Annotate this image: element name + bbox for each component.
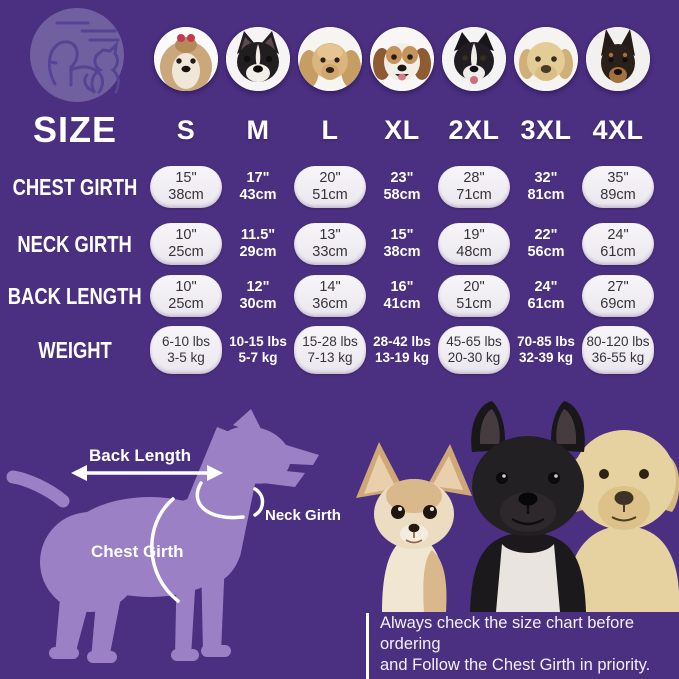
cell-weight-2xl: 45-65 lbs 20-30 kg — [438, 326, 510, 374]
row-label-weight: WEIGHT — [38, 336, 112, 363]
cell-chest-m: 17" 43cm — [239, 170, 277, 203]
cell-back-xl: 16" 41cm — [383, 279, 421, 312]
neck-girth-line-end — [253, 487, 265, 517]
shih-tzu-photo — [154, 27, 218, 91]
neck-girth-label: Neck Girth — [265, 507, 341, 524]
size-col-m: M — [246, 114, 270, 145]
neck-girth-line — [195, 481, 245, 520]
note-line-3: Recommend for Small to Large Breeds. — [380, 676, 679, 679]
cell-back-2xl: 20" 51cm — [438, 275, 510, 317]
cell-weight-3xl: 70-85 lbs 32-39 kg — [517, 334, 575, 365]
arrowhead-right — [207, 465, 223, 481]
breed-photo-cell — [582, 0, 654, 104]
cell-weight-m: 10-15 lbs 5-7 kg — [229, 334, 287, 365]
dog-silhouette — [6, 409, 319, 663]
breed-photo-cell — [150, 0, 222, 104]
cell-neck-xl: 15" 38cm — [383, 227, 421, 260]
size-col-l: L — [321, 114, 339, 145]
cell-neck-4xl: 24" 61cm — [582, 223, 654, 265]
breed-photo-cell — [294, 0, 366, 104]
cell-weight-l: 15-28 lbs 7-13 kg — [294, 326, 366, 374]
size-col-2xl: 2XL — [448, 114, 500, 145]
cell-neck-3xl: 22" 56cm — [527, 227, 565, 260]
size-title: SIZE — [32, 109, 117, 150]
cell-back-s: 10" 25cm — [150, 275, 222, 317]
cell-chest-l: 20" 51cm — [294, 166, 366, 208]
row-label-back-length: BACK LENGTH — [8, 282, 142, 309]
dog-and-cat-logo-icon — [30, 8, 124, 102]
cell-weight-s: 6-10 lbs 3-5 kg — [150, 326, 222, 374]
size-col-xl: XL — [384, 114, 420, 145]
labrador-photo — [514, 27, 578, 91]
boston-terrier-photo — [226, 27, 290, 91]
cell-neck-2xl: 19" 48cm — [438, 223, 510, 265]
size-col-s: S — [176, 114, 196, 145]
cell-chest-3xl: 32" 81cm — [527, 170, 565, 203]
row-label-neck-girth: NECK GIRTH — [17, 230, 133, 257]
border-collie-photo — [442, 27, 506, 91]
size-col-4xl: 4XL — [592, 114, 644, 145]
chihuahua-image — [356, 442, 472, 612]
french-bulldog-image — [470, 401, 586, 612]
three-dogs-photo — [356, 401, 679, 612]
breed-photo-cell — [438, 0, 510, 104]
note-line-1: Always check the size chart before order… — [380, 614, 635, 653]
measurement-diagram: Back Length Neck Girth Chest Girth — [6, 409, 341, 663]
cell-neck-m: 11.5" 29cm — [239, 227, 277, 260]
cell-chest-4xl: 35" 89cm — [582, 166, 654, 208]
cell-neck-s: 10" 25cm — [150, 223, 222, 265]
cell-weight-xl: 28-42 lbs 13-19 kg — [373, 334, 431, 365]
arrowhead-left — [71, 465, 87, 481]
chest-girth-label: Chest Girth — [91, 542, 184, 561]
brand-logo-cell — [0, 0, 150, 104]
breed-photo-cell — [510, 0, 582, 104]
sizing-note: Always check the size chart before order… — [366, 613, 679, 679]
breed-photo-cell — [222, 0, 294, 104]
doberman-photo — [586, 27, 650, 91]
cell-chest-s: 15" 38cm — [150, 166, 222, 208]
size-table: SIZE S M L XL 2XL 3XL 4XL CHEST GIRTH 15… — [0, 0, 654, 374]
back-length-label: Back Length — [89, 446, 191, 465]
size-col-3xl: 3XL — [520, 114, 572, 145]
breed-photo-cell — [366, 0, 438, 104]
cell-chest-xl: 23" 58cm — [383, 170, 421, 203]
cell-weight-4xl: 80-120 lbs 36-55 kg — [582, 326, 654, 374]
cell-back-4xl: 27" 69cm — [582, 275, 654, 317]
row-label-chest-girth: CHEST GIRTH — [12, 173, 138, 200]
chest-girth-line — [150, 497, 180, 603]
cell-back-3xl: 24" 61cm — [527, 279, 565, 312]
cell-chest-2xl: 28" 71cm — [438, 166, 510, 208]
beagle-photo — [370, 27, 434, 91]
cell-back-m: 12" 30cm — [239, 279, 277, 312]
note-line-2: and Follow the Chest Girth in priority. — [380, 656, 651, 674]
cell-back-l: 14" 36cm — [294, 275, 366, 317]
cell-neck-l: 13" 33cm — [294, 223, 366, 265]
cocker-spaniel-photo — [298, 27, 362, 91]
